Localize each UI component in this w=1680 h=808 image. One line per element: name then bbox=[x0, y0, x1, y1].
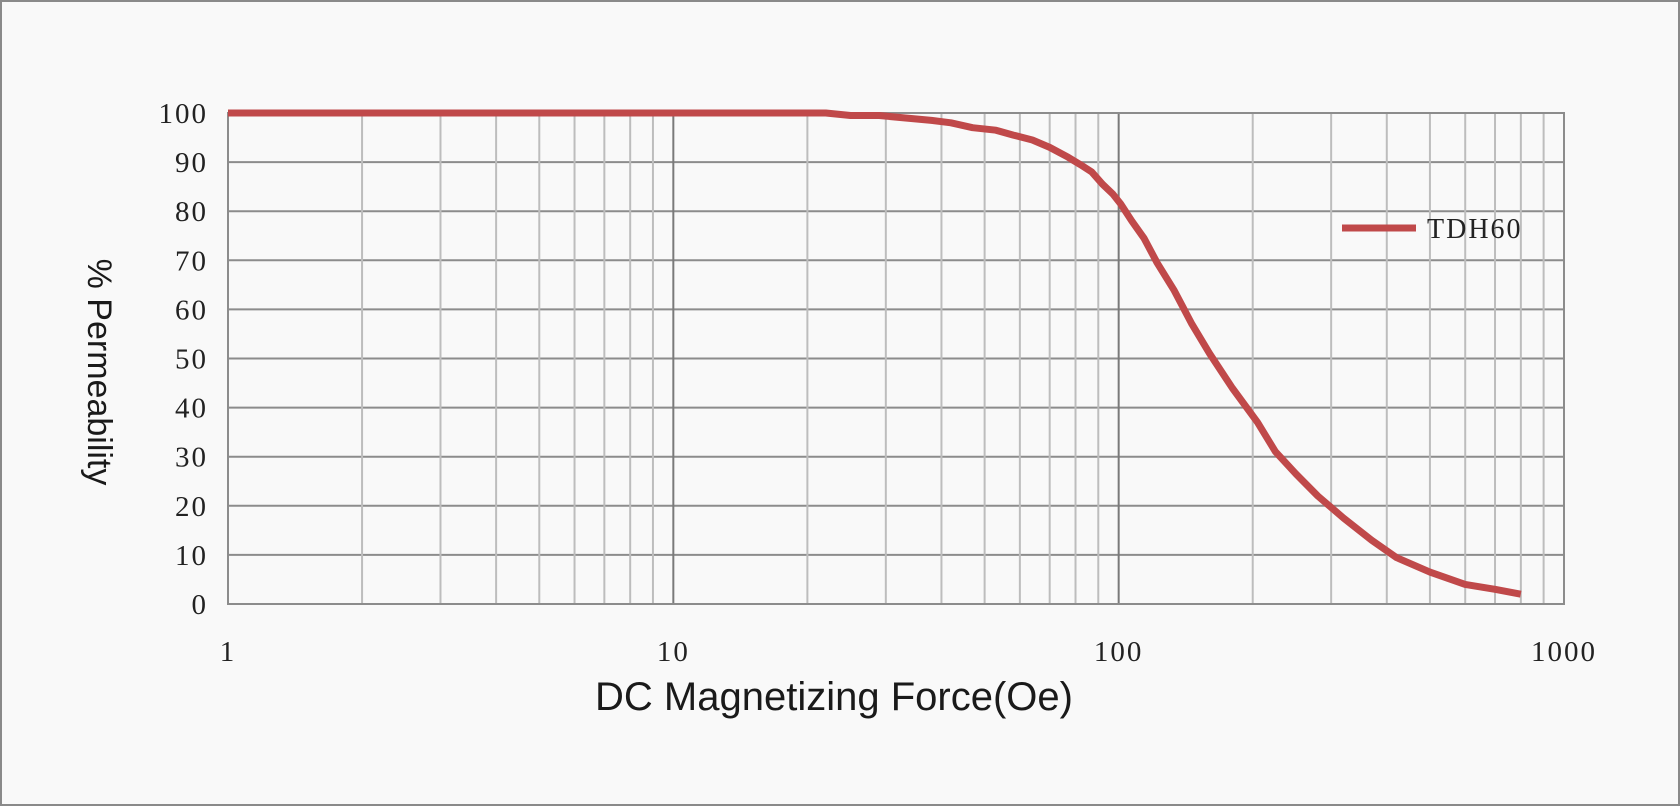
y-tick-label: 60 bbox=[175, 294, 208, 326]
y-tick-label: 10 bbox=[175, 540, 208, 572]
y-tick-label: 90 bbox=[175, 147, 208, 179]
axes bbox=[227, 112, 1565, 605]
x-axis-ticks: 1 10 100 1000 bbox=[220, 636, 1597, 668]
legend: TDH60 bbox=[1342, 214, 1523, 245]
y-tick-label: 20 bbox=[175, 491, 208, 523]
y-tick-label: 50 bbox=[175, 344, 208, 376]
y-tick-label: 70 bbox=[175, 245, 208, 277]
x-tick-label: 1000 bbox=[1531, 636, 1597, 668]
y-tick-label: 100 bbox=[159, 98, 209, 130]
y-tick-label: 80 bbox=[175, 196, 208, 228]
legend-label: TDH60 bbox=[1427, 214, 1523, 245]
series-line-tdh60 bbox=[228, 109, 1522, 598]
y-axis-label: % Permeability bbox=[80, 259, 118, 486]
plot-border bbox=[227, 112, 1565, 605]
x-tick-label: 1 bbox=[220, 636, 237, 668]
y-tick-label: 40 bbox=[175, 393, 208, 425]
y-tick-label: 0 bbox=[192, 589, 209, 621]
series-group bbox=[228, 109, 1522, 598]
y-axis-ticks: 0 10 20 30 40 50 60 70 80 90 100 bbox=[159, 98, 209, 621]
x-axis-label: DC Magnetizing Force(Oe) bbox=[595, 675, 1073, 719]
x-tick-label: 100 bbox=[1094, 636, 1144, 668]
y-tick-label: 30 bbox=[175, 442, 208, 474]
x-tick-label: 10 bbox=[657, 636, 690, 668]
